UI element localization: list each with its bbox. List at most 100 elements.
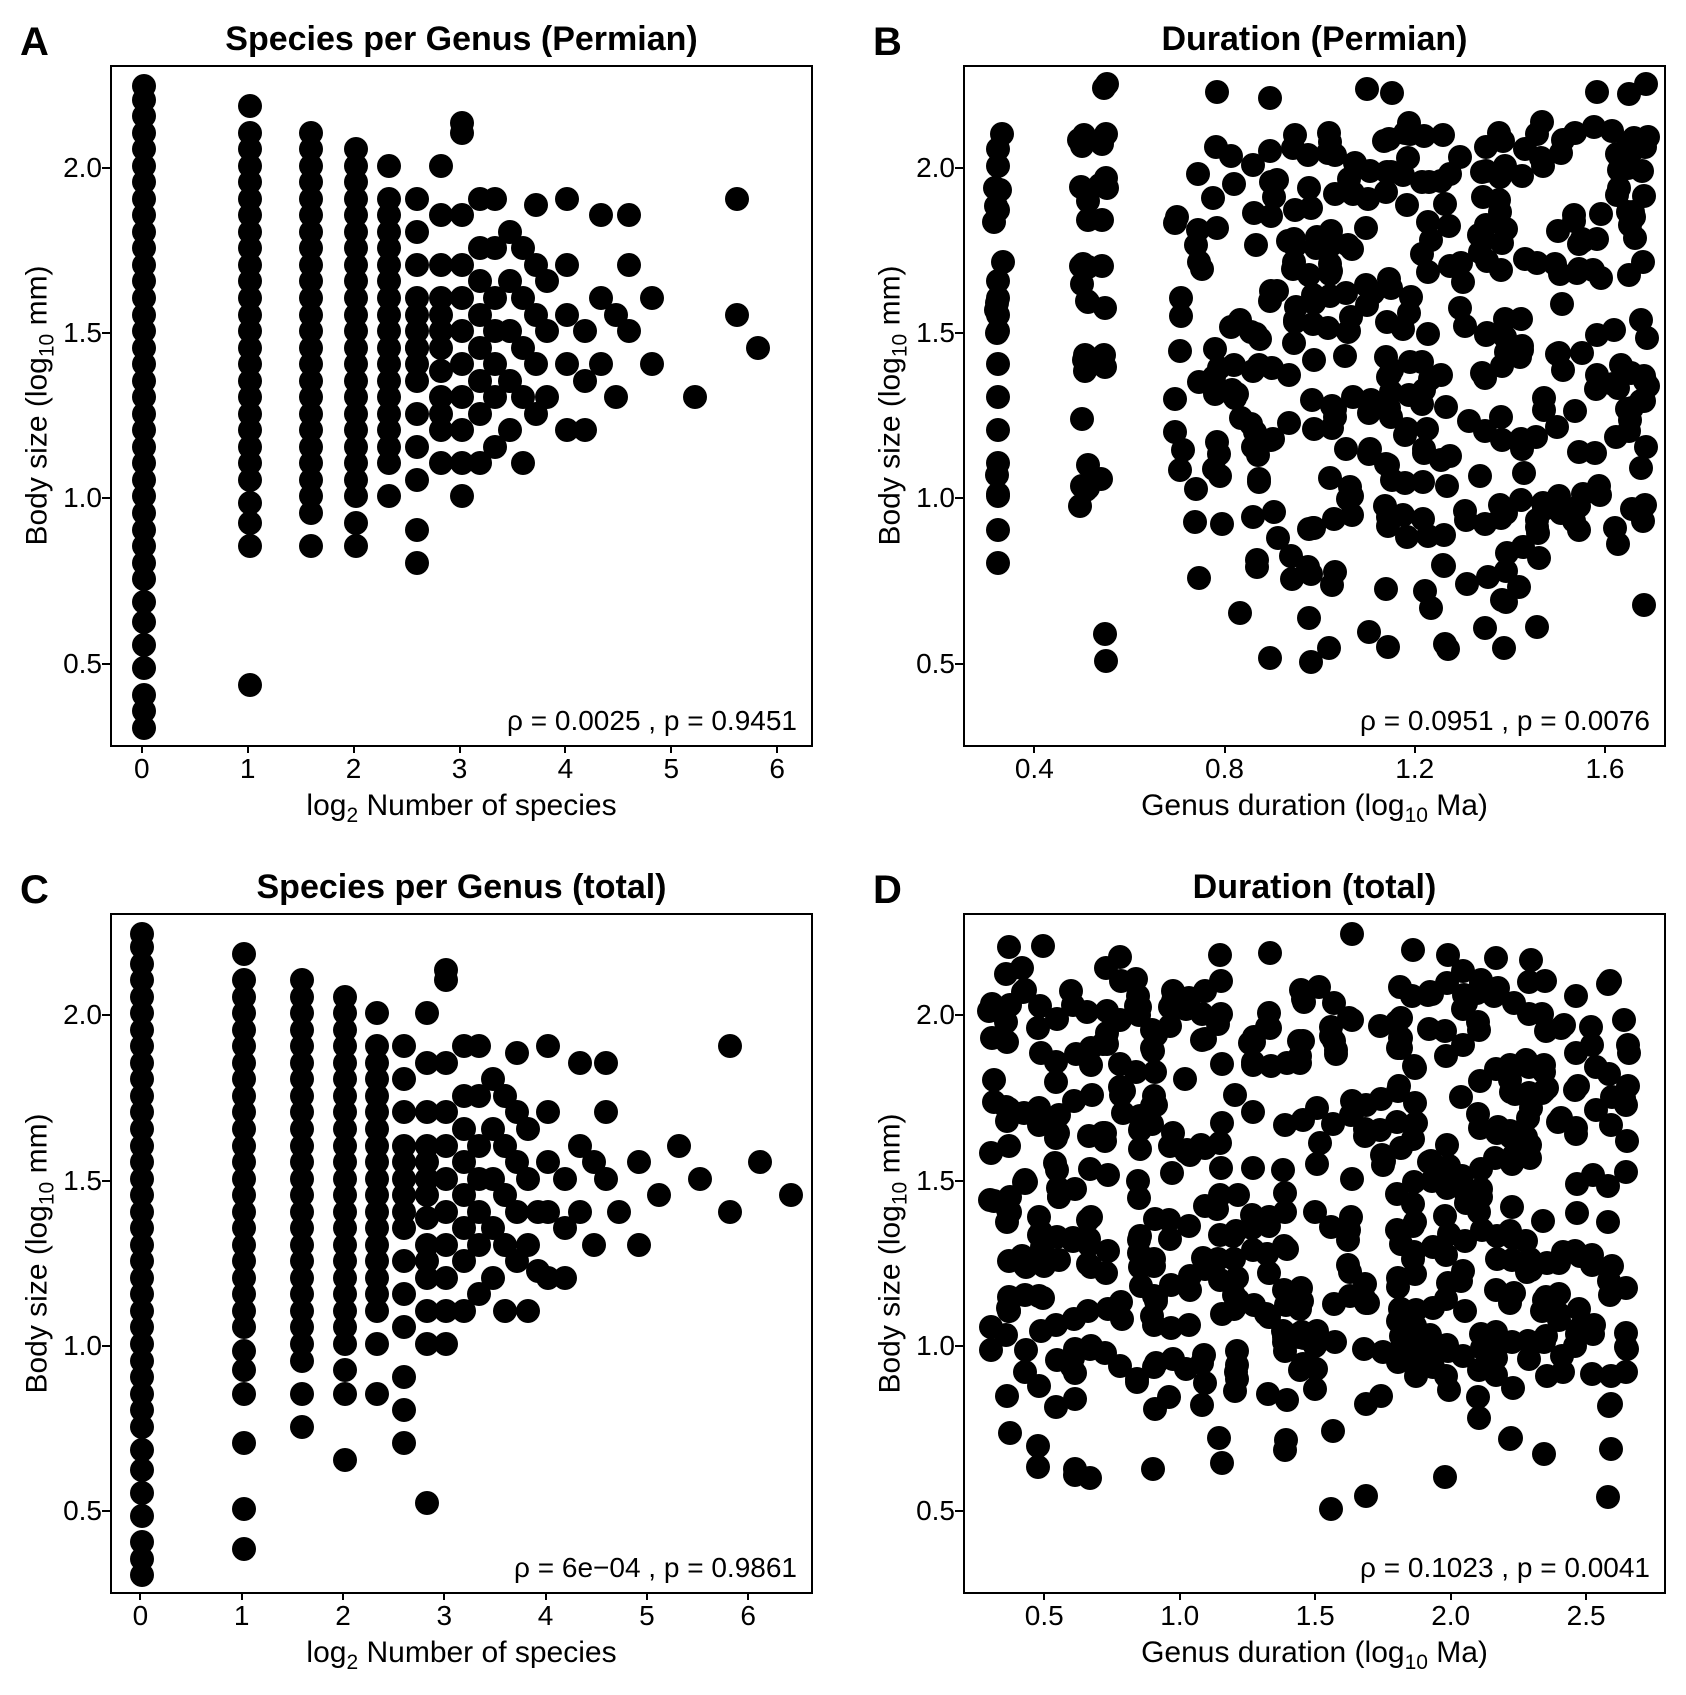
y-tick-label: 2.0 (63, 152, 102, 184)
data-point (1322, 991, 1346, 1015)
data-point (1320, 394, 1344, 418)
data-point (1283, 198, 1307, 222)
x-tick-mark (1604, 745, 1606, 753)
data-point (1519, 948, 1543, 972)
data-point (1498, 1427, 1522, 1451)
data-point (290, 1415, 314, 1439)
data-point (290, 968, 314, 992)
stat-annotation: ρ = 0.0025 , p = 0.9451 (507, 705, 797, 737)
data-point (986, 352, 1010, 376)
x-tick-mark (1043, 1592, 1045, 1600)
x-tick-label: 1.2 (1395, 753, 1434, 785)
x-tick-label: 0.8 (1205, 753, 1244, 785)
data-point (1169, 286, 1193, 310)
data-point (1014, 1338, 1038, 1362)
data-point (405, 336, 429, 360)
y-tick-label: 2.0 (916, 999, 955, 1031)
panel-label: A (20, 20, 49, 65)
data-point (1207, 1426, 1231, 1450)
data-point (1297, 606, 1321, 630)
data-point (1109, 1083, 1133, 1107)
data-point (1187, 566, 1211, 590)
y-tick-mark (955, 332, 963, 334)
y-axis-label: Body size (log10 mm) (874, 1113, 913, 1393)
data-point (365, 1001, 389, 1025)
data-point (718, 1200, 742, 1224)
data-point (1324, 1038, 1348, 1062)
x-tick-label: 5 (639, 1600, 655, 1632)
data-point (1144, 1289, 1168, 1313)
data-point (1429, 363, 1453, 387)
data-point (535, 319, 559, 343)
data-point (1532, 386, 1556, 410)
x-tick-label: 2.5 (1567, 1600, 1606, 1632)
data-point (1296, 555, 1320, 579)
data-point (1075, 1000, 1099, 1024)
data-point (1548, 262, 1572, 286)
data-point (524, 193, 548, 217)
data-point (1489, 405, 1513, 429)
data-point (1031, 1240, 1055, 1264)
data-point (1026, 1455, 1050, 1479)
data-point (1142, 1313, 1166, 1337)
y-tick-label: 1.0 (916, 482, 955, 514)
data-point (1245, 548, 1269, 572)
data-point (232, 1497, 256, 1521)
data-point (535, 385, 559, 409)
panel-a: ASpecies per Genus (Permian)Body size (l… (20, 20, 813, 828)
data-point (1190, 1002, 1214, 1026)
data-point (1448, 296, 1472, 320)
data-point (1272, 1234, 1296, 1258)
data-point (1449, 251, 1473, 275)
data-point (1449, 1085, 1473, 1109)
data-point (986, 385, 1010, 409)
data-point (589, 352, 613, 376)
data-point (617, 319, 641, 343)
data-point (1193, 1257, 1217, 1281)
data-point (1259, 279, 1283, 303)
x-tick-label: 6 (740, 1600, 756, 1632)
data-point (1277, 411, 1301, 435)
data-point (1128, 1118, 1152, 1142)
data-point (1258, 86, 1282, 110)
data-point (1092, 76, 1116, 100)
data-point (1534, 1324, 1558, 1348)
data-point (1467, 1406, 1491, 1430)
data-point (1126, 1169, 1150, 1193)
x-tick-label: 1.0 (1160, 1600, 1199, 1632)
data-point (1566, 1074, 1590, 1098)
data-point (1433, 192, 1457, 216)
data-point (1340, 922, 1364, 946)
data-point (1094, 956, 1118, 980)
data-point (130, 1438, 154, 1462)
data-point (392, 1100, 416, 1124)
data-point (1597, 1062, 1621, 1086)
data-point (1186, 162, 1210, 186)
data-point (405, 402, 429, 426)
data-point (1158, 1227, 1182, 1251)
data-point (1376, 635, 1400, 659)
data-point (1596, 1174, 1620, 1198)
data-point (1070, 474, 1094, 498)
data-point (1498, 1119, 1522, 1143)
data-point (1519, 1096, 1543, 1120)
y-tick-mark (102, 1014, 110, 1016)
data-point (1143, 1060, 1167, 1084)
x-tick-label: 2 (335, 1600, 351, 1632)
data-point (1333, 344, 1357, 368)
data-point (377, 484, 401, 508)
data-point (1474, 135, 1498, 159)
y-tick-mark (102, 1345, 110, 1347)
data-point (1488, 200, 1512, 224)
data-point (429, 154, 453, 178)
data-point (1141, 1457, 1165, 1481)
data-point (1297, 176, 1321, 200)
data-point (1241, 1050, 1265, 1074)
data-point (493, 1299, 517, 1323)
data-point (1431, 123, 1455, 147)
data-point (1416, 1338, 1440, 1362)
data-point (1354, 1392, 1378, 1416)
data-point (1303, 1200, 1327, 1224)
data-point (1564, 1122, 1588, 1146)
data-point (405, 435, 429, 459)
